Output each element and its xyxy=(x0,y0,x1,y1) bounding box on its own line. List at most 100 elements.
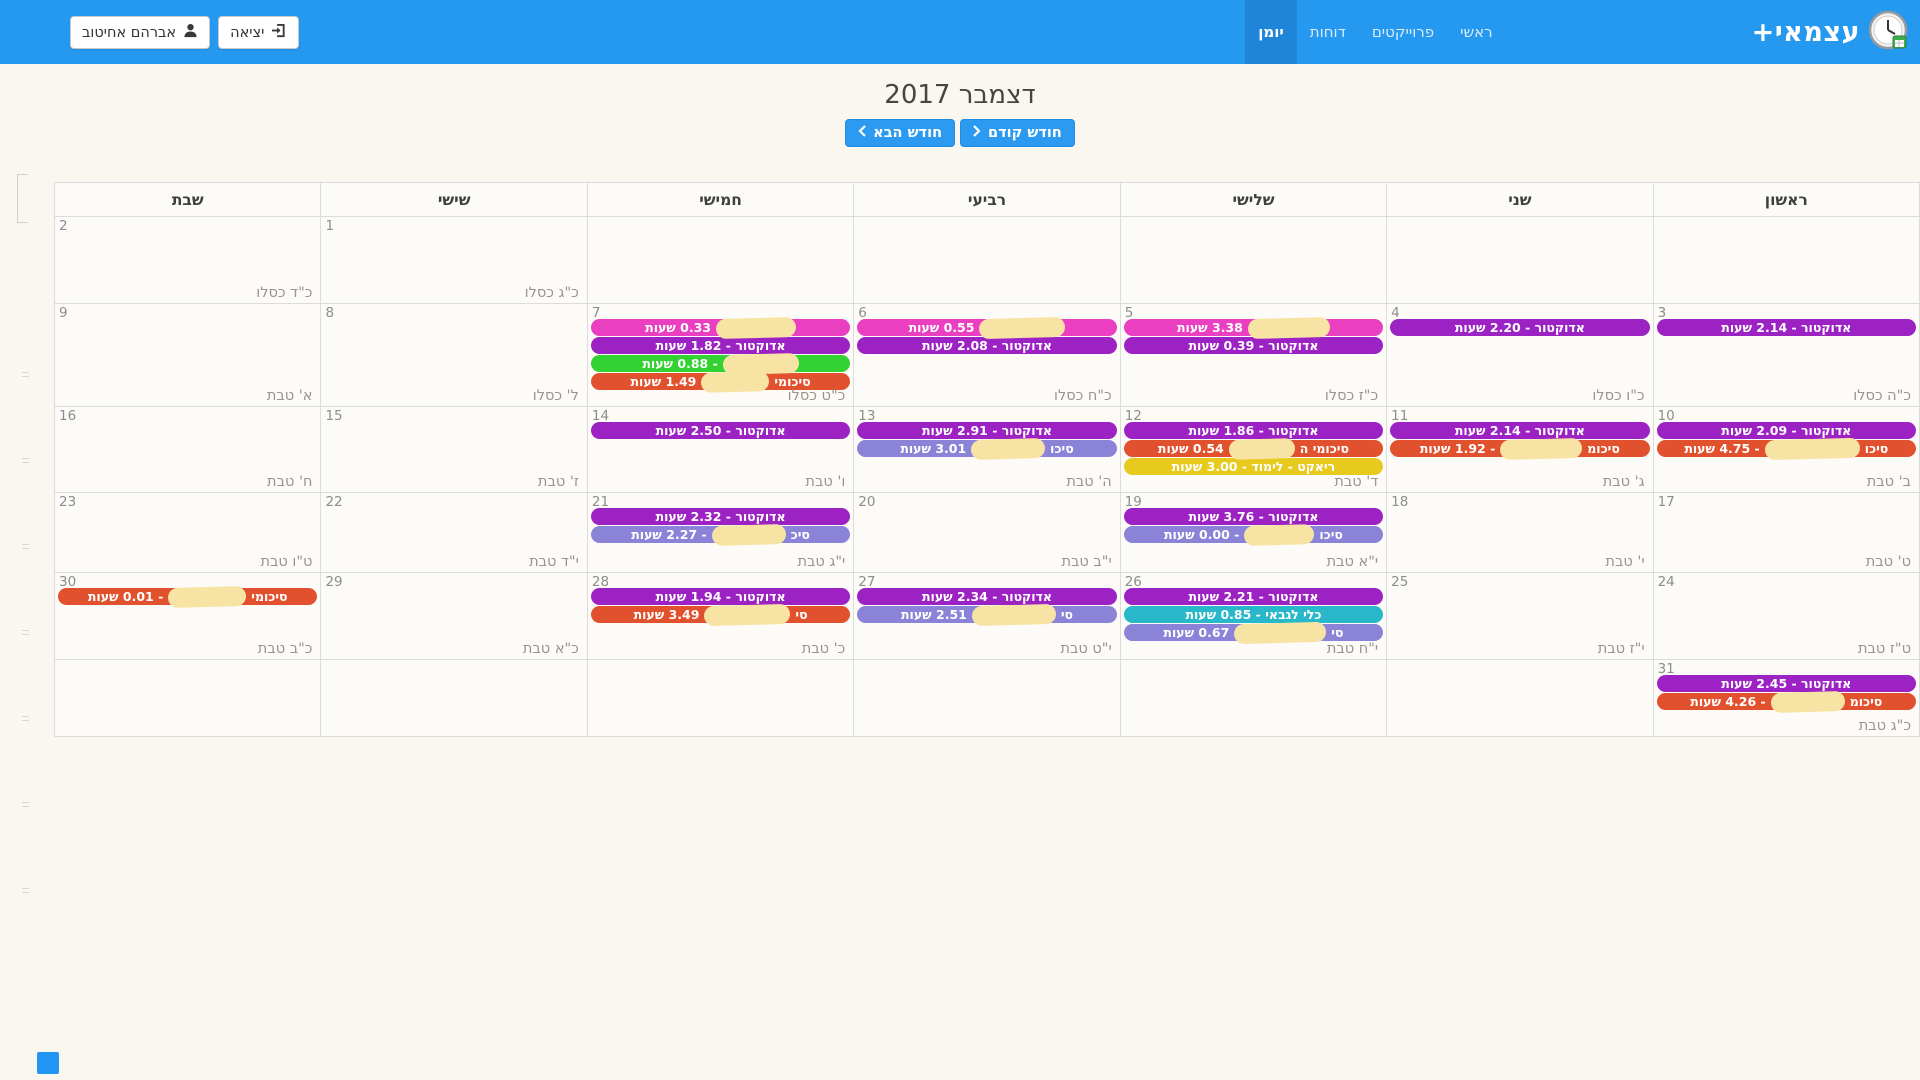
event[interactable]: 3.38 שעות xyxy=(1123,316,1384,339)
event[interactable]: אדוקטור - 1.94 שעות xyxy=(590,588,851,605)
day-cell[interactable] xyxy=(320,660,587,737)
day-cell[interactable]: 9 א' טבת xyxy=(54,304,321,407)
day-cell[interactable]: 16 ח' טבת xyxy=(54,407,321,493)
hebrew-date: י"ד טבת xyxy=(529,554,579,570)
nav-item-דוחות[interactable]: דוחות xyxy=(1309,23,1346,41)
event[interactable]: סיכו - 0.00 שעות xyxy=(1123,523,1384,546)
day-cell[interactable] xyxy=(1386,217,1653,304)
day-cell[interactable]: 3 אדוקטור - 2.14 שעות כ"ה כסלו xyxy=(1652,304,1919,407)
day-cell[interactable]: 21 אדוקטור - 2.32 שעות סיכ - 2.27 שעות י"ג ט… xyxy=(586,493,854,573)
nav-item-פרוייקטים[interactable]: פרוייקטים xyxy=(1371,23,1435,41)
event[interactable]: אדוקטור - 2.91 שעות xyxy=(857,422,1117,439)
event-label: אדוקטור - 1.94 שעות xyxy=(655,589,786,604)
event[interactable]: אדוקטור - 2.09 שעות xyxy=(1656,422,1916,439)
day-cell[interactable]: 12 אדוקטור - 1.86 שעות סיכומי ה 0.54 שעות רי… xyxy=(1119,407,1387,493)
event[interactable]: אדוקטור - 1.86 שעות xyxy=(1123,422,1384,439)
event[interactable]: כלי לגבאי - 0.85 שעות xyxy=(1123,606,1384,623)
day-cell[interactable] xyxy=(1119,660,1387,737)
event[interactable]: אדוקטור - 2.20 שעות xyxy=(1390,319,1650,336)
day-cell[interactable]: 30 סיכומי - 0.01 שעות כ"ב טבת xyxy=(54,573,321,660)
event[interactable]: אדוקטור - 2.14 שעות xyxy=(1390,422,1650,439)
event[interactable]: סי 3.49 שעות xyxy=(590,603,851,626)
event[interactable]: סיכומ - 4.26 שעות xyxy=(1656,690,1916,713)
day-number: 12 xyxy=(1124,408,1142,424)
event[interactable]: אדוקטור - 2.34 שעות xyxy=(857,588,1117,605)
widget-button[interactable] xyxy=(37,1052,59,1074)
day-cell[interactable] xyxy=(586,217,854,304)
event[interactable]: סיכו - 4.75 שעות xyxy=(1656,437,1916,460)
day-cell[interactable]: 11 אדוקטור - 2.14 שעות סיכומ - 1.92 שעות ג' … xyxy=(1386,407,1653,493)
event[interactable]: סיכומי 1.49 שעות xyxy=(590,370,851,393)
event[interactable]: אדוקטור - 2.21 שעות xyxy=(1123,588,1384,605)
event-label: אדוקטור - 2.09 שעות xyxy=(1721,423,1852,438)
prev-month-button[interactable]: חודש קודם xyxy=(960,119,1075,147)
next-month-button[interactable]: חודש הבא xyxy=(845,119,956,147)
day-cell[interactable] xyxy=(586,660,854,737)
event[interactable]: אדוקטור - 3.76 שעות xyxy=(1123,508,1384,525)
event[interactable]: ריאקט - לימוד - 3.00 שעות xyxy=(1123,458,1384,475)
day-cell[interactable]: 8 ל' כסלו xyxy=(320,304,587,407)
day-cell[interactable]: 27 אדוקטור - 2.34 שעות סי 2.51 שעות י"ט טבת xyxy=(853,573,1120,660)
day-cell[interactable]: 24 ט"ז טבת xyxy=(1652,573,1919,660)
event[interactable]: אדוקטור - 2.14 שעות xyxy=(1656,319,1916,336)
event[interactable]: - 0.88 שעות xyxy=(590,352,851,375)
day-cell[interactable] xyxy=(853,660,1120,737)
logout-button[interactable]: יציאה xyxy=(218,16,300,49)
week-row: 17 ט' טבת 18 י' טבת 19 אדוקטור - 3.76 שעות סיכ… xyxy=(54,493,1919,573)
day-cell[interactable]: 23 ט"ו טבת xyxy=(54,493,321,573)
event-label: 3.01 שעות xyxy=(900,441,967,456)
event[interactable]: סיכומ - 1.92 שעות xyxy=(1390,437,1650,460)
event[interactable]: סיכומי ה 0.54 שעות xyxy=(1123,437,1384,460)
day-cell[interactable]: 26 אדוקטור - 2.21 שעות כלי לגבאי - 0.85 שע… xyxy=(1119,573,1387,660)
user-button[interactable]: אברהם אחיטוב xyxy=(70,16,211,49)
nav-item-יומן[interactable]: יומן xyxy=(1245,0,1297,64)
day-cell[interactable] xyxy=(1386,660,1653,737)
event-label: - 4.26 שעות xyxy=(1690,694,1766,709)
day-cell[interactable]: 15 ז' טבת xyxy=(320,407,587,493)
event[interactable]: סי 0.67 שעות xyxy=(1123,621,1384,644)
day-cell[interactable]: 14 אדוקטור - 2.50 שעות ו' טבת xyxy=(586,407,854,493)
day-cell[interactable]: 13 אדוקטור - 2.91 שעות סיכו 3.01 שעות ה' טבת xyxy=(853,407,1120,493)
day-cell[interactable]: 22 י"ד טבת xyxy=(320,493,587,573)
nav-item-ראשי[interactable]: ראשי xyxy=(1460,23,1493,41)
event[interactable]: אדוקטור - 2.32 שעות xyxy=(590,508,851,525)
day-cell[interactable]: 10 אדוקטור - 2.09 שעות סיכו - 4.75 שעות ב' ט… xyxy=(1652,407,1919,493)
day-cell[interactable]: 7 0.33 שעות אדוקטור - 1.82 שעות - 0.88 שעות… xyxy=(586,304,854,407)
day-cell[interactable]: 5 3.38 שעות אדוקטור - 0.39 שעות כ"ז כסלו xyxy=(1119,304,1387,407)
left-edge-tick xyxy=(22,630,29,635)
event[interactable]: 0.33 שעות xyxy=(590,316,851,339)
event-label: 0.33 שעות xyxy=(645,320,711,335)
redaction-blob xyxy=(970,437,1046,460)
day-cell[interactable]: 4 אדוקטור - 2.20 שעות כ"ו כסלו xyxy=(1386,304,1653,407)
event[interactable]: אדוקטור - 2.08 שעות xyxy=(857,337,1117,354)
day-cell[interactable]: 19 אדוקטור - 3.76 שעות סיכו - 0.00 שעות י"א … xyxy=(1119,493,1387,573)
day-cell[interactable] xyxy=(1652,217,1919,304)
event[interactable]: אדוקטור - 2.45 שעות xyxy=(1656,675,1916,692)
day-cell[interactable]: 29 כ"א טבת xyxy=(320,573,587,660)
day-cell[interactable]: 18 י' טבת xyxy=(1386,493,1653,573)
event[interactable]: אדוקטור - 0.39 שעות xyxy=(1123,337,1384,354)
day-cell[interactable] xyxy=(54,660,321,737)
day-cell[interactable]: 28 אדוקטור - 1.94 שעות סי 3.49 שעות כ' טבת xyxy=(586,573,854,660)
event[interactable]: סיכ - 2.27 שעות xyxy=(590,523,851,546)
event[interactable]: סי 2.51 שעות xyxy=(857,603,1117,626)
brand-title[interactable]: עצמאי+ xyxy=(1751,16,1860,48)
day-cell[interactable]: 6 0.55 שעות אדוקטור - 2.08 שעות כ"ח כסלו xyxy=(853,304,1120,407)
day-cell[interactable]: 1 כ"ג כסלו xyxy=(320,217,587,304)
event[interactable]: 0.55 שעות xyxy=(857,316,1117,339)
event-label-prefix: סיכומי xyxy=(774,374,811,389)
event-label: 0.55 שעות xyxy=(908,320,975,335)
day-cell[interactable]: 20 י"ב טבת xyxy=(853,493,1120,573)
day-cell[interactable]: 31 אדוקטור - 2.45 שעות סיכומ - 4.26 שעות כ"ג… xyxy=(1652,660,1919,737)
event[interactable]: אדוקטור - 1.82 שעות xyxy=(590,337,851,354)
day-cell[interactable]: 17 ט' טבת xyxy=(1652,493,1919,573)
event[interactable]: סיכו 3.01 שעות xyxy=(857,437,1117,460)
day-cell[interactable] xyxy=(853,217,1120,304)
day-cell[interactable]: 25 י"ז טבת xyxy=(1386,573,1653,660)
event[interactable]: סיכומי - 0.01 שעות xyxy=(58,585,318,608)
event-label-prefix: סיכומ xyxy=(1849,694,1883,709)
day-cell[interactable] xyxy=(1119,217,1387,304)
event-list: סיכומי - 0.01 שעות xyxy=(55,585,320,608)
event[interactable]: אדוקטור - 2.50 שעות xyxy=(590,422,851,439)
day-cell[interactable]: 2 כ"ד כסלו xyxy=(54,217,321,304)
